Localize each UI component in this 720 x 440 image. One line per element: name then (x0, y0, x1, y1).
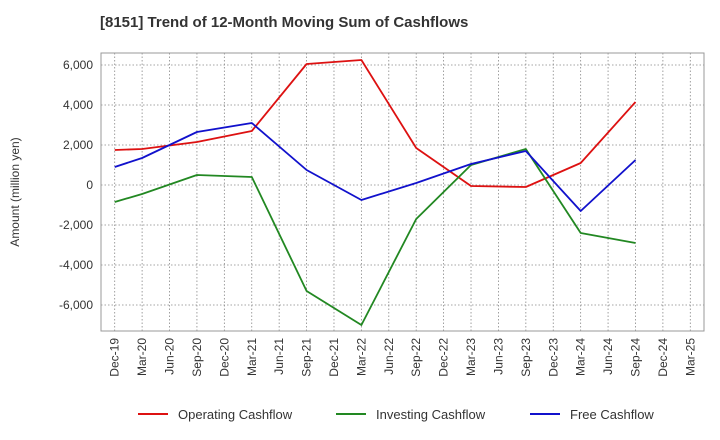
x-tick-label: Dec-19 (108, 338, 122, 377)
plot-area-border (100, 52, 705, 332)
x-tick-label: Sep-24 (628, 338, 642, 377)
x-tick-label: Dec-23 (546, 338, 560, 377)
chart-title: [8151] Trend of 12-Month Moving Sum of C… (100, 14, 469, 31)
y-axis-label: Amount (million yen) (8, 137, 22, 246)
x-tick-label: Dec-20 (217, 338, 231, 377)
data-series (114, 59, 637, 326)
x-tick-label: Mar-20 (135, 338, 149, 376)
legend-label: Free Cashflow (570, 407, 654, 422)
x-tick-label: Jun-21 (272, 338, 286, 375)
x-tick-label: Mar-21 (245, 338, 259, 376)
y-tick-label: 4,000 (63, 98, 93, 112)
y-tick-label: 0 (86, 178, 93, 192)
x-tick-label: Dec-24 (656, 338, 670, 377)
x-tick-label: Jun-24 (601, 338, 615, 375)
y-tick-label: -6,000 (59, 298, 93, 312)
y-tick-label: 6,000 (63, 58, 93, 72)
x-tick-label: Mar-23 (464, 338, 478, 376)
axes: -6,000 -4,000 -2,000 0 2,000 4,000 6,000 Dec-19… (59, 58, 697, 377)
y-tick-label: -2,000 (59, 218, 93, 232)
x-tick-label: Jun-23 (491, 338, 505, 375)
series-line-investing-cashflow (114, 148, 636, 326)
x-tick-label: Sep-22 (409, 338, 423, 377)
x-tick-label: Dec-21 (327, 338, 341, 377)
x-tick-label: Mar-24 (574, 338, 588, 376)
x-tick-label: Mar-22 (354, 338, 368, 376)
x-tick-label: Sep-23 (519, 338, 533, 377)
x-tick-label: Jun-22 (382, 338, 396, 375)
grid-lines (101, 53, 704, 331)
y-tick-label: 2,000 (63, 138, 93, 152)
y-tick-label: -4,000 (59, 258, 93, 272)
series-line-operating-cashflow (114, 59, 637, 188)
series-line-free-cashflow (114, 122, 637, 212)
x-tick-label: Jun-20 (163, 338, 177, 375)
x-tick-label: Sep-21 (300, 338, 314, 377)
x-tick-label: Sep-20 (190, 338, 204, 377)
legend-label: Investing Cashflow (376, 407, 486, 422)
legend-label: Operating Cashflow (178, 407, 293, 422)
legend: Operating Cashflow Investing Cashflow Free… (138, 407, 654, 422)
x-tick-label: Dec-22 (437, 338, 451, 377)
x-tick-label: Mar-25 (683, 338, 697, 376)
